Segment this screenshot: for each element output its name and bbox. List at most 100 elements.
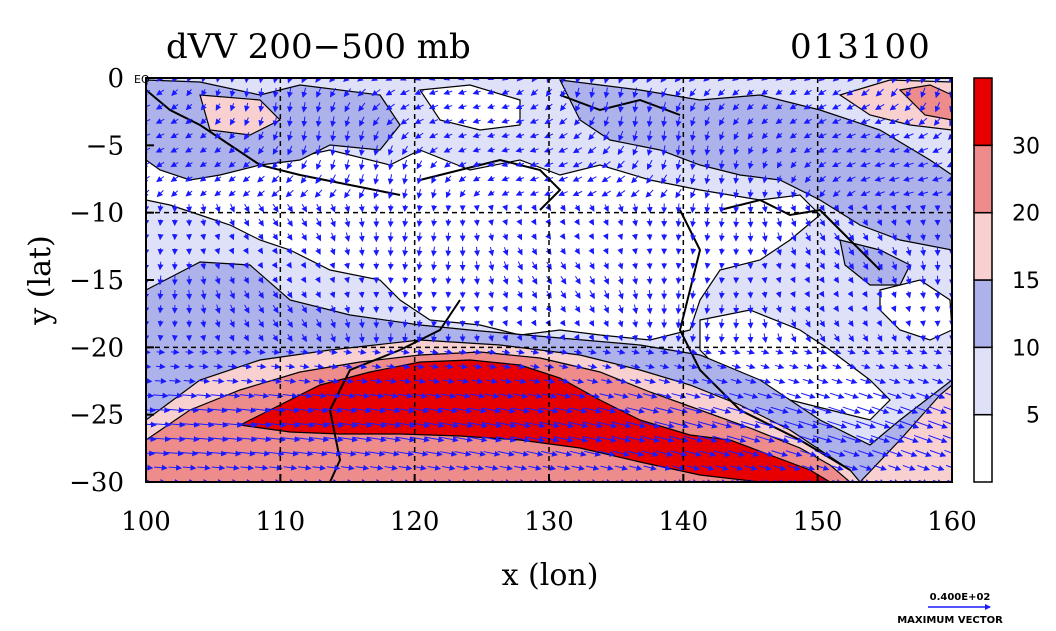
wind-vector (719, 262, 725, 270)
wind-vector (589, 78, 596, 84)
wind-vector (575, 102, 581, 113)
wind-vector (170, 363, 181, 370)
wind-vector (775, 305, 782, 314)
wind-vector (373, 188, 380, 199)
wind-vector (804, 161, 812, 168)
wind-vector (559, 233, 566, 240)
wind-vector (704, 174, 711, 185)
wind-vector (845, 132, 856, 139)
wind-vector (357, 88, 366, 97)
wind-vector (402, 145, 408, 156)
wind-vector (242, 161, 251, 168)
wind-vector (905, 219, 912, 226)
wind-vector (675, 262, 682, 270)
wind-vector (156, 176, 165, 183)
wind-vector (344, 159, 351, 171)
wind-vector (531, 305, 537, 313)
wind-vector (156, 190, 164, 198)
wind-vector (704, 277, 711, 284)
wind-vector (457, 89, 467, 95)
wind-vector (718, 277, 725, 284)
wind-vector (675, 102, 682, 113)
wind-vector (934, 78, 941, 84)
wind-vector (747, 160, 754, 170)
wind-vector (472, 146, 481, 153)
wind-vector (271, 261, 278, 269)
wind-vector (761, 232, 768, 242)
wind-vector (301, 102, 308, 113)
wind-vector (243, 290, 250, 299)
wind-vector (344, 291, 350, 299)
colorbar-label: 10 (1012, 336, 1040, 361)
wind-vector (675, 218, 682, 228)
wind-vector (170, 176, 179, 182)
chart-timestamp: 013100 (790, 27, 932, 67)
wind-vector (874, 147, 885, 153)
wind-vector (329, 262, 336, 270)
wind-vector (301, 116, 308, 128)
wind-vector (258, 218, 264, 227)
wind-vector (501, 89, 510, 95)
wind-vector (574, 305, 581, 313)
wind-vector (588, 218, 595, 226)
wind-vector (560, 88, 567, 98)
wind-vector (861, 204, 868, 211)
wind-vector (847, 78, 854, 83)
wind-vector (775, 89, 783, 95)
wind-vector (733, 189, 740, 199)
wind-vector (502, 305, 508, 313)
wind-vector (632, 262, 638, 270)
wind-vector (874, 190, 885, 197)
wind-vector (358, 232, 365, 243)
x-tick-label: 130 (524, 507, 574, 537)
wind-vector (371, 89, 381, 96)
wind-vector (301, 233, 307, 241)
wind-vector (805, 189, 812, 198)
wind-vector (632, 116, 639, 128)
wind-vector (431, 174, 437, 184)
wind-vector (675, 116, 682, 127)
equator-label: EQ (134, 73, 150, 86)
wind-vector (805, 218, 811, 227)
wind-vector (445, 189, 452, 199)
wind-vector (704, 145, 711, 156)
wind-vector (517, 275, 523, 285)
wind-vector (315, 203, 322, 213)
wind-vector (805, 232, 811, 242)
wind-vector (344, 188, 351, 199)
wind-vector (934, 102, 941, 113)
y-tick-label: −10 (69, 199, 124, 229)
wind-vector (630, 189, 640, 198)
wind-vector (747, 318, 754, 329)
wind-vector (429, 132, 438, 139)
wind-vector (846, 104, 856, 110)
wind-vector (301, 78, 308, 84)
wind-vector (888, 190, 900, 197)
wind-vector (229, 117, 236, 126)
wind-vector (917, 161, 929, 168)
wind-vector (171, 78, 178, 83)
wind-vector (690, 203, 696, 214)
wind-vector (588, 204, 595, 212)
wind-vector (344, 102, 351, 113)
wind-vector (948, 133, 952, 141)
wind-vector (904, 102, 913, 112)
wind-vector (846, 176, 856, 182)
wind-vector (200, 275, 207, 285)
wind-vector (515, 146, 525, 153)
wind-vector (920, 275, 927, 286)
wind-vector (157, 334, 164, 342)
wind-vector (314, 276, 321, 284)
colorbar-band (973, 144, 993, 214)
wind-vector (431, 205, 438, 212)
wind-vector (214, 203, 221, 213)
wind-vector (646, 203, 653, 214)
wind-vector (949, 90, 952, 98)
wind-vector (530, 233, 537, 241)
wind-vector (516, 218, 522, 226)
wind-vector (718, 248, 725, 256)
wind-vector (690, 248, 697, 255)
wind-vector (287, 116, 293, 127)
wind-vector (646, 319, 653, 329)
wind-vector (804, 175, 812, 183)
